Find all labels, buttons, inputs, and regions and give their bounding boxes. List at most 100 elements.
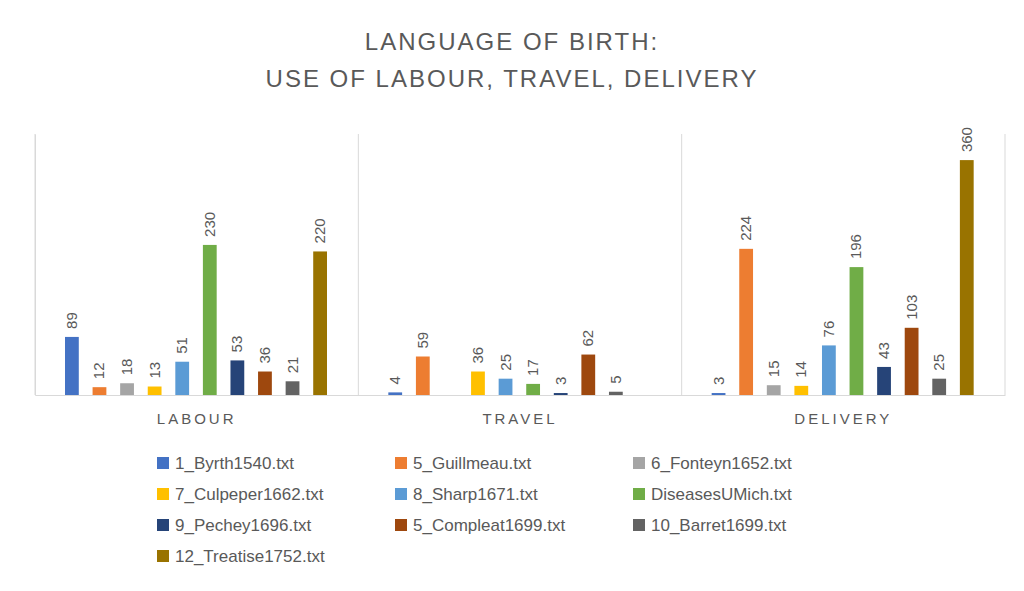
bar	[932, 379, 946, 395]
bar	[526, 384, 540, 395]
data-label: 224	[737, 216, 754, 241]
legend-item: 10_Barret1699.txt	[633, 516, 786, 535]
data-label: 62	[579, 330, 596, 347]
data-label: 36	[256, 347, 273, 364]
title-line: LANGUAGE OF BIRTH:	[365, 28, 659, 55]
legend-swatch	[395, 519, 407, 531]
bar	[148, 387, 162, 395]
bar	[581, 355, 595, 395]
data-label: 17	[524, 359, 541, 376]
bar	[822, 345, 836, 395]
legend-label: 5_Guillmeau.txt	[413, 454, 531, 473]
chart: LANGUAGE OF BIRTH: USE OF LABOUR, TRAVEL,…	[0, 0, 1024, 591]
legend-item: 5_Compleat1699.txt	[395, 516, 565, 535]
legend-swatch	[157, 488, 169, 500]
legend-label: 10_Barret1699.txt	[651, 516, 786, 535]
legend: 1_Byrth1540.txt 5_Guillmeau.txt 6_Fonteyn1…	[157, 454, 792, 566]
data-label: 13	[146, 362, 163, 379]
bar	[258, 372, 272, 395]
legend-swatch	[157, 519, 169, 531]
bar	[877, 367, 891, 395]
legend-label: 6_Fonteyn1652.txt	[651, 454, 792, 473]
data-label: 4	[386, 376, 403, 384]
legend-item: 6_Fonteyn1652.txt	[633, 454, 792, 473]
data-label: 15	[765, 361, 782, 378]
data-label: 14	[792, 361, 809, 378]
bar	[230, 360, 244, 395]
data-label: 36	[469, 347, 486, 364]
grid-line	[681, 134, 682, 395]
data-label: 21	[284, 357, 301, 374]
legend-item: DiseasesUMich.txt	[633, 485, 792, 504]
legend-label: 1_Byrth1540.txt	[175, 454, 294, 473]
data-label: 360	[958, 127, 975, 152]
legend-swatch	[633, 488, 645, 500]
data-label: 25	[930, 354, 947, 371]
data-label: 59	[414, 332, 431, 349]
data-label: 3	[552, 377, 569, 385]
y-axis	[35, 135, 36, 396]
bar	[850, 267, 864, 395]
data-label: 25	[497, 354, 514, 371]
legend-item: 8_Sharp1671.txt	[395, 485, 538, 504]
grid-line	[35, 134, 36, 395]
bars	[65, 160, 974, 395]
x-tick-label: LABOUR	[157, 410, 237, 427]
bar	[65, 337, 79, 395]
bar	[794, 386, 808, 395]
data-label: 3	[710, 377, 727, 385]
legend-swatch	[157, 457, 169, 469]
data-label: 53	[228, 336, 245, 353]
x-tick: DELIVERY	[794, 395, 892, 427]
data-label: 51	[173, 337, 190, 354]
legend-label: 5_Compleat1699.txt	[413, 516, 565, 535]
legend-label: 7_Culpeper1662.txt	[175, 485, 324, 504]
bar	[554, 393, 568, 395]
bar	[960, 160, 974, 395]
legend-label: 12_Treatise1752.txt	[175, 547, 325, 566]
legend-item: 12_Treatise1752.txt	[157, 547, 325, 566]
grid	[35, 134, 1005, 395]
bar	[388, 392, 402, 395]
title: LANGUAGE OF BIRTH: USE OF LABOUR, TRAVEL,…	[266, 28, 759, 92]
data-labels: 8943125922418151336145125762301719653343…	[63, 127, 975, 385]
title-line: USE OF LABOUR, TRAVEL, DELIVERY	[266, 65, 759, 92]
data-label: 5	[607, 375, 624, 383]
grid-line	[1005, 134, 1006, 395]
x-axis: LABOUR TRAVEL DELIVERY	[36, 395, 1006, 427]
legend-item: 9_Pechey1696.txt	[157, 516, 311, 535]
legend-swatch	[395, 457, 407, 469]
bar	[120, 383, 134, 395]
bar	[905, 328, 919, 395]
legend-label: 8_Sharp1671.txt	[413, 485, 538, 504]
legend-swatch	[633, 457, 645, 469]
legend-label: 9_Pechey1696.txt	[175, 516, 311, 535]
bar	[416, 357, 430, 395]
bar	[313, 251, 327, 395]
data-label: 103	[903, 295, 920, 320]
data-label: 89	[63, 312, 80, 329]
legend-swatch	[157, 550, 169, 562]
bar	[499, 379, 513, 395]
data-label: 12	[90, 362, 107, 379]
x-tick: TRAVEL	[482, 395, 557, 427]
y-axis-line	[35, 135, 36, 396]
bar	[203, 245, 217, 395]
legend-swatch	[633, 519, 645, 531]
bar	[739, 249, 753, 395]
legend-item: 1_Byrth1540.txt	[157, 454, 294, 473]
legend-label: DiseasesUMich.txt	[651, 485, 792, 504]
data-label: 230	[201, 212, 218, 237]
bar	[712, 393, 726, 395]
legend-swatch	[395, 488, 407, 500]
bar	[175, 362, 189, 395]
data-label: 220	[311, 218, 328, 243]
bar	[286, 381, 300, 395]
x-tick-label: TRAVEL	[482, 410, 557, 427]
x-tick: LABOUR	[157, 395, 237, 427]
legend-item: 5_Guillmeau.txt	[395, 454, 531, 473]
data-label: 196	[847, 234, 864, 259]
bar	[767, 385, 781, 395]
data-label: 18	[118, 359, 135, 376]
bar	[471, 372, 485, 395]
